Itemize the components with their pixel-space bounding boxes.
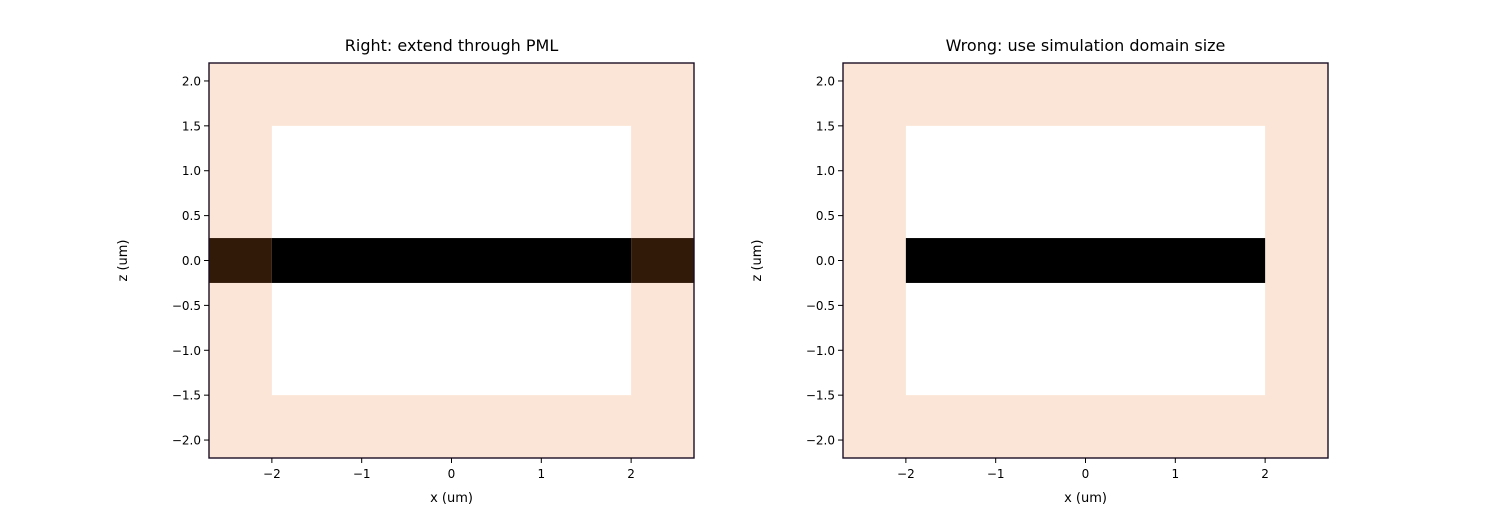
y-tick-label: 0.5: [182, 209, 201, 223]
y-tick-label: 0.0: [182, 254, 201, 268]
x-tick-label: 2: [1261, 467, 1269, 481]
x-axis-label: x (um): [430, 491, 473, 506]
y-tick-label: 1.5: [182, 119, 201, 133]
y-tick-label: 1.0: [816, 164, 835, 178]
y-axis-label: z (um): [750, 239, 765, 281]
x-tick-label: −1: [353, 467, 371, 481]
y-tick-label: −1.5: [172, 389, 201, 403]
y-tick-label: −1.5: [806, 389, 835, 403]
x-tick-label: 1: [537, 467, 545, 481]
chart-title: Right: extend through PML: [345, 36, 559, 55]
y-tick-label: −2.0: [806, 434, 835, 448]
x-tick-label: 0: [448, 467, 456, 481]
x-tick-label: −2: [897, 467, 915, 481]
x-tick-label: 2: [627, 467, 635, 481]
left-subplot: −2 −1 0 1 2 2.0 1.5 1.0 0.5 0.0 −0.5 −1.0 −1.5 −2.0 Ri…: [116, 36, 695, 506]
chart-title: Wrong: use simulation domain size: [946, 36, 1226, 55]
y-tick-label: 1.5: [816, 119, 835, 133]
y-tick-label: −2.0: [172, 434, 201, 448]
y-axis-label: z (um): [116, 239, 131, 281]
x-axis-label: x (um): [1064, 491, 1107, 506]
x-tick-label: 0: [1082, 467, 1090, 481]
y-tick-label: −1.0: [172, 344, 201, 358]
region-waveguide: [905, 238, 1266, 283]
y-tick-label: 1.0: [182, 164, 201, 178]
x-tick-label: −2: [263, 467, 281, 481]
y-tick-label: 0.5: [816, 209, 835, 223]
region-waveguide: [271, 238, 632, 283]
y-tick-label: −0.5: [806, 299, 835, 313]
right-subplot: −2 −1 0 1 2 2.0 1.5 1.0 0.5 0.0 −0.5 −1.0 −1.5 −2.0 Wr…: [750, 36, 1329, 506]
y-tick-label: 2.0: [816, 74, 835, 88]
y-tick-label: −0.5: [172, 299, 201, 313]
x-tick-label: −1: [987, 467, 1005, 481]
y-tick-label: −1.0: [806, 344, 835, 358]
y-tick-label: 0.0: [816, 254, 835, 268]
region-waveguide-in-pml: [631, 238, 694, 283]
y-tick-label: 2.0: [182, 74, 201, 88]
region-waveguide-in-pml: [209, 238, 272, 283]
x-tick-label: 1: [1171, 467, 1179, 481]
